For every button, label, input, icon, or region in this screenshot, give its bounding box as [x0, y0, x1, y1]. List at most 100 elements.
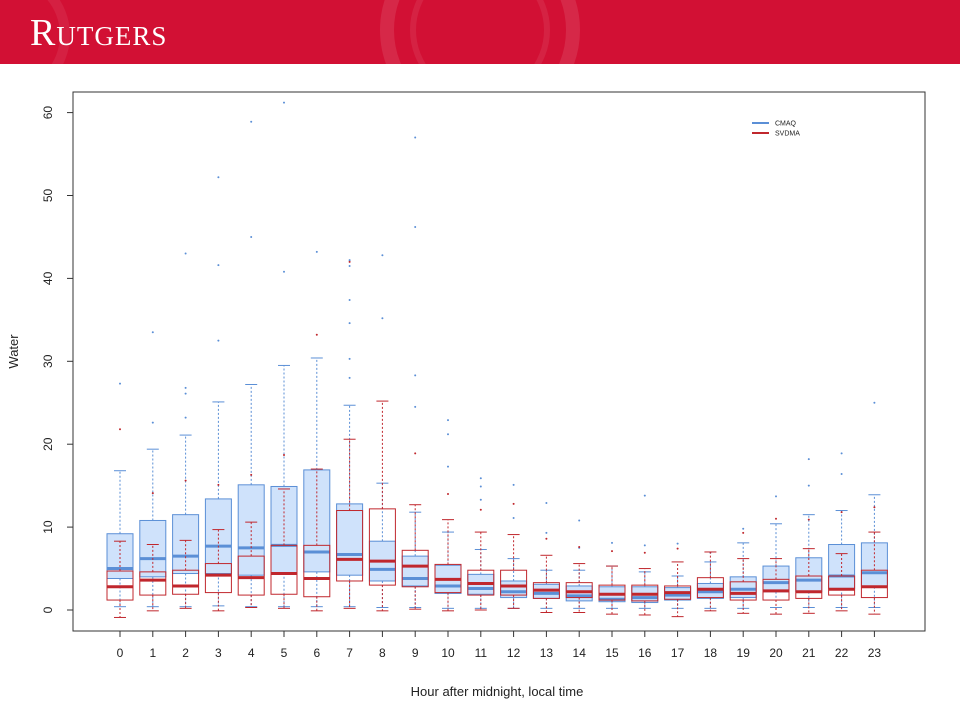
box-8	[368, 508, 396, 586]
outlier-point	[184, 252, 187, 255]
outlier-point	[184, 392, 187, 395]
header-banner: Rutgers	[0, 0, 960, 64]
outlier-point	[447, 433, 449, 436]
y-tick-label: 50	[41, 189, 55, 203]
seal-watermark-inner	[410, 0, 550, 64]
outlier-point	[348, 322, 351, 325]
box-1	[139, 519, 167, 578]
y-tick-label: 20	[41, 437, 55, 451]
outlier-point	[119, 382, 121, 385]
outlier-point	[512, 483, 515, 486]
outlier-point	[643, 544, 646, 547]
outlier-point	[873, 506, 876, 509]
box-6	[303, 544, 331, 598]
plot-frame	[72, 91, 926, 632]
outlier-point	[381, 317, 384, 320]
x-tick-label: 13	[540, 646, 554, 660]
outlier-point	[447, 492, 449, 495]
outlier-point	[315, 333, 318, 336]
box-7	[336, 503, 364, 576]
box-2	[172, 514, 200, 575]
outlier-point	[151, 492, 154, 495]
outlier-point	[775, 495, 777, 498]
box-22	[828, 575, 856, 596]
x-tick-label: 0	[117, 646, 124, 660]
outlier-point	[742, 531, 745, 534]
outlier-point	[315, 250, 318, 253]
outlier-point	[348, 357, 351, 360]
y-tick-label: 60	[41, 106, 55, 120]
x-tick-label: 23	[868, 646, 882, 660]
x-tick-label: 10	[441, 646, 455, 660]
x-tick-label: 11	[475, 646, 488, 660]
outlier-point	[348, 260, 351, 263]
outlier-point	[283, 453, 285, 456]
x-tick-label: 3	[215, 646, 222, 660]
outlier-point	[348, 259, 351, 262]
outlier-point	[512, 502, 515, 505]
outlier-point	[643, 551, 646, 554]
outlier-point	[447, 465, 449, 468]
x-tick-label: 19	[737, 646, 751, 660]
outlier-point	[414, 452, 417, 455]
box-4	[237, 484, 265, 576]
x-tick-label: 20	[769, 646, 783, 660]
x-tick-label: 21	[802, 646, 816, 660]
outlier-point	[676, 542, 679, 545]
box-3	[204, 563, 232, 594]
outlier-point	[479, 485, 482, 488]
box-3	[204, 498, 232, 575]
box-23	[860, 569, 888, 599]
box-7	[336, 510, 364, 582]
outlier-point	[217, 176, 220, 179]
x-tick-label: 4	[248, 646, 255, 660]
legend-label-cmaq: CMAQ	[775, 121, 797, 128]
box-12	[500, 569, 528, 596]
seal-watermark	[380, 0, 580, 64]
outlier-point	[807, 484, 810, 487]
outlier-point	[807, 458, 810, 461]
outlier-point	[217, 339, 220, 342]
x-tick-label: 15	[605, 646, 619, 660]
outlier-point	[479, 477, 482, 480]
outlier-point	[775, 517, 777, 520]
x-tick-label: 8	[379, 646, 386, 660]
outlier-point	[578, 545, 581, 548]
box-18	[696, 577, 724, 599]
outlier-point	[283, 270, 285, 273]
x-tick-label: 1	[149, 646, 156, 660]
box-2	[172, 569, 200, 595]
box-9	[401, 555, 429, 587]
outlier-point	[742, 527, 745, 530]
x-tick-label: 6	[313, 646, 320, 660]
outlier-point	[479, 508, 482, 511]
box-0	[106, 533, 134, 579]
outlier-point	[250, 473, 253, 476]
outlier-point	[184, 386, 187, 389]
outlier-point	[611, 541, 613, 544]
outlier-point	[348, 298, 351, 301]
outlier-point	[512, 516, 515, 519]
box-19	[729, 581, 757, 601]
x-tick-label: 5	[281, 646, 288, 660]
outlier-point	[840, 511, 843, 514]
y-axis-title: Water	[6, 334, 21, 369]
x-tick-label: 16	[638, 646, 652, 660]
outlier-point	[414, 226, 417, 229]
box-14	[565, 582, 593, 599]
box-21	[795, 575, 823, 599]
y-tick-label: 0	[41, 606, 55, 613]
outlier-point	[578, 519, 581, 522]
outlier-point	[381, 254, 384, 257]
outlier-point	[217, 483, 220, 486]
box-1	[139, 571, 167, 596]
y-tick-label: 40	[41, 271, 55, 285]
box-9	[401, 549, 429, 588]
outlier-point	[283, 101, 285, 104]
outlier-point	[611, 550, 613, 553]
box-4	[237, 555, 265, 596]
outlier-point	[250, 120, 253, 123]
outlier-point	[151, 421, 154, 424]
legend-label-svdma: SVDMA	[775, 131, 800, 138]
